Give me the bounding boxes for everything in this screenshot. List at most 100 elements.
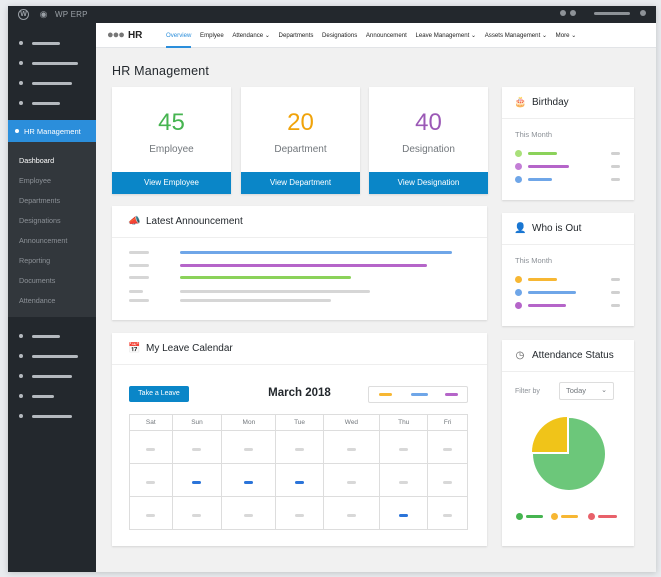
brand-name[interactable]: WP ERP [55,10,88,19]
divider [502,371,634,372]
submenu-employee[interactable]: Employee [19,176,51,185]
pie-slice-present[interactable] [533,418,605,490]
tab-overview[interactable]: Overview [166,23,192,48]
calendar-cell[interactable] [322,463,381,497]
comments-icon[interactable] [570,10,576,16]
wordpress-logo-icon[interactable]: W [18,9,29,20]
legend-dot [551,513,558,520]
leave-calendar-card: 📅 My Leave Calendar Take a Leave March 2… [112,333,487,546]
calendar-cell[interactable] [129,463,173,497]
sidebar-item[interactable] [19,354,78,358]
view-department-button[interactable]: View Department [241,172,360,194]
menu-icon [19,61,23,65]
announcement-item[interactable] [180,290,370,293]
day-number [244,448,254,451]
calendar-cell[interactable] [427,463,468,497]
sidebar-item[interactable] [19,334,60,338]
day-number [346,514,356,517]
notification-icon[interactable] [560,10,566,16]
calendar-cell[interactable] [275,496,324,530]
menu-label-placeholder [32,394,54,398]
submenu-departments[interactable]: Departments [19,196,61,205]
avatar[interactable] [640,10,646,16]
submenu-reporting[interactable]: Reporting [19,256,51,265]
tab-attendance[interactable]: Attendance ⌄ [232,32,270,39]
filter-select[interactable]: Today ⌄ [559,382,614,400]
tab-leave-management[interactable]: Leave Management ⌄ [415,32,477,39]
tab-assets-management[interactable]: Assets Management ⌄ [484,32,548,39]
megaphone-icon: 📣 [128,216,141,227]
tab-employee[interactable]: Emplyee [200,32,224,39]
calendar-cell[interactable] [221,430,277,464]
list-item-date [611,165,620,168]
calendar-cell[interactable] [221,463,277,497]
calendar-cell[interactable] [427,496,468,530]
sidebar-item[interactable] [19,394,54,398]
calendar-cell[interactable] [221,496,277,530]
sidebar-item[interactable] [19,41,60,45]
view-designation-button[interactable]: View Designation [369,172,488,194]
list-item[interactable] [515,176,552,183]
divider [502,244,634,245]
tab-designations[interactable]: Designations [322,32,358,39]
calendar-cell[interactable] [275,463,324,497]
stat-card-department: 20 Department View Department [241,87,360,194]
menu-icon [19,414,23,418]
menu-icon [19,354,23,358]
calendar-cell[interactable] [275,430,324,464]
calendar-cell[interactable] [427,430,468,464]
nav-tabs: Overview Emplyee Attendance ⌄ Department… [166,23,585,48]
leave-marker [295,481,305,484]
page-title: HR Management [112,64,210,78]
announcement-item[interactable] [180,264,427,267]
list-item-date [611,278,620,281]
user-menu-placeholder[interactable] [594,11,630,15]
sidebar-item-hr-management[interactable]: HR Management [8,120,96,142]
calendar-cell[interactable] [171,430,223,464]
submenu-attendance[interactable]: Attendance [19,296,56,305]
pie-slice-absent[interactable] [532,417,567,452]
list-item[interactable] [515,276,557,283]
submenu-dashboard[interactable]: Dashboard [19,156,55,165]
calendar-cell[interactable] [129,430,173,464]
announcement-item[interactable] [180,251,452,254]
day-header: Sat [129,414,173,431]
calendar-cell[interactable] [379,496,429,530]
tab-departments[interactable]: Departments [278,32,314,39]
calendar-cell[interactable] [322,496,381,530]
card-subtitle: This Month [515,130,553,139]
submenu-announcement[interactable]: Announcement [19,236,68,245]
list-item-name [528,291,576,294]
people-icon: ●●● [107,29,125,41]
view-employee-button[interactable]: View Employee [112,172,231,194]
announcement-item[interactable] [180,276,351,279]
sidebar-item[interactable] [19,374,72,378]
sidebar-item[interactable] [19,101,60,105]
list-item[interactable] [515,150,557,157]
list-item-name [528,178,552,181]
module-title: HR [127,29,143,41]
sidebar-item[interactable] [19,61,78,65]
submenu-documents[interactable]: Documents [19,276,56,285]
take-a-leave-button[interactable]: Take a Leave [129,386,189,402]
tab-more[interactable]: More ⌄ [555,32,577,39]
list-item[interactable] [515,289,576,296]
sidebar-item[interactable] [19,81,72,85]
tab-announcement[interactable]: Announcement [365,32,407,39]
submenu-designations[interactable]: Designations [19,216,61,225]
day-number [244,514,254,517]
cake-icon: 🎂 [514,97,527,108]
calendar-cell[interactable] [171,496,223,530]
sidebar-item[interactable] [19,414,72,418]
avatar [515,289,522,296]
announcement-item[interactable] [180,299,331,302]
calendar-cell[interactable] [129,496,173,530]
calendar-cell[interactable] [379,463,429,497]
calendar-cell[interactable] [322,430,381,464]
day-header: Wed [322,414,381,431]
list-item[interactable] [515,302,566,309]
list-item[interactable] [515,163,569,170]
calendar-cell[interactable] [171,463,223,497]
menu-label-placeholder [32,414,72,418]
calendar-cell[interactable] [379,430,429,464]
